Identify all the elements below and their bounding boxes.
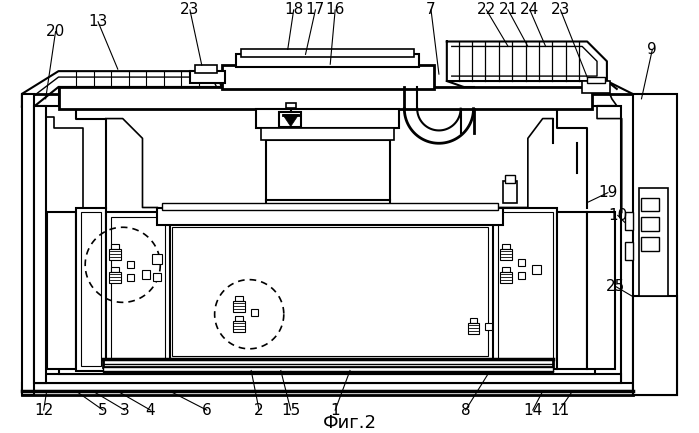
Bar — [236, 316, 243, 321]
Bar — [195, 65, 217, 73]
Bar — [500, 249, 512, 260]
Text: 4: 4 — [145, 403, 155, 417]
Bar — [518, 259, 525, 266]
Text: 11: 11 — [550, 403, 569, 417]
Bar — [587, 213, 615, 368]
Bar — [167, 222, 493, 361]
Text: 23: 23 — [180, 2, 200, 17]
Bar — [233, 321, 245, 332]
Bar — [502, 267, 510, 272]
Bar — [266, 140, 389, 200]
Text: 12: 12 — [34, 403, 53, 417]
Text: 23: 23 — [551, 2, 570, 17]
Bar — [190, 71, 224, 83]
Bar — [261, 129, 394, 140]
Bar — [498, 213, 552, 364]
Bar — [172, 227, 489, 356]
Bar — [109, 249, 121, 260]
Text: 22: 22 — [477, 2, 496, 17]
Bar — [279, 112, 301, 127]
Bar — [22, 383, 633, 391]
Bar — [153, 273, 161, 281]
Text: 1: 1 — [331, 403, 340, 417]
Polygon shape — [283, 115, 298, 126]
Bar — [642, 237, 659, 251]
Bar — [503, 181, 517, 203]
Text: 2: 2 — [254, 403, 264, 417]
Text: 18: 18 — [284, 2, 303, 17]
Bar — [642, 197, 659, 211]
Bar — [106, 213, 170, 368]
Bar — [236, 55, 419, 67]
Text: 19: 19 — [598, 185, 618, 200]
Text: 25: 25 — [606, 279, 626, 294]
Bar — [111, 267, 119, 272]
Bar — [81, 213, 101, 365]
Bar — [518, 272, 525, 279]
Bar — [633, 297, 677, 395]
Text: 7: 7 — [426, 2, 436, 17]
Bar — [127, 274, 134, 281]
Bar — [256, 109, 399, 129]
Text: 20: 20 — [46, 24, 65, 39]
Text: 8: 8 — [461, 403, 470, 417]
Bar — [47, 213, 76, 368]
Text: 13: 13 — [88, 14, 108, 29]
Bar — [59, 87, 592, 109]
Bar — [233, 301, 245, 312]
Bar — [22, 94, 34, 395]
Bar — [470, 318, 477, 323]
Bar — [111, 244, 119, 249]
Bar — [34, 106, 45, 383]
Bar — [76, 207, 106, 371]
Text: 6: 6 — [202, 403, 212, 417]
Bar — [152, 254, 162, 264]
Text: 3: 3 — [120, 403, 129, 417]
Bar — [251, 309, 258, 316]
Text: 17: 17 — [305, 2, 325, 17]
Text: 10: 10 — [608, 208, 628, 223]
Bar — [468, 323, 480, 334]
Bar — [642, 217, 659, 231]
Bar — [558, 213, 587, 368]
Bar — [222, 65, 434, 89]
Bar — [493, 207, 558, 368]
Text: 15: 15 — [281, 403, 301, 417]
Bar — [582, 81, 610, 93]
Text: 5: 5 — [98, 403, 108, 417]
Bar — [157, 207, 503, 225]
Bar — [587, 77, 605, 83]
Bar — [633, 94, 677, 395]
Bar — [286, 103, 296, 108]
Bar — [141, 270, 150, 279]
Bar — [505, 175, 515, 183]
Text: 21: 21 — [498, 2, 518, 17]
Bar — [485, 323, 492, 330]
Bar — [236, 297, 243, 301]
Bar — [111, 217, 165, 364]
Bar — [500, 272, 512, 283]
Bar — [127, 261, 134, 268]
Text: 24: 24 — [520, 2, 540, 17]
Bar — [34, 106, 621, 383]
Bar — [532, 265, 541, 274]
Bar — [241, 49, 415, 57]
Text: Фиг.2: Фиг.2 — [323, 414, 377, 432]
Bar — [625, 213, 633, 230]
Text: 16: 16 — [326, 2, 345, 17]
Bar — [502, 244, 510, 249]
Bar — [103, 359, 552, 367]
Bar — [22, 94, 633, 395]
Bar — [625, 242, 633, 260]
Bar — [59, 365, 595, 374]
Text: 14: 14 — [523, 403, 542, 417]
Bar — [34, 374, 621, 383]
Bar — [638, 188, 668, 297]
Text: 9: 9 — [647, 42, 657, 57]
Bar — [103, 367, 552, 372]
Bar — [109, 272, 121, 283]
Bar — [162, 203, 498, 210]
